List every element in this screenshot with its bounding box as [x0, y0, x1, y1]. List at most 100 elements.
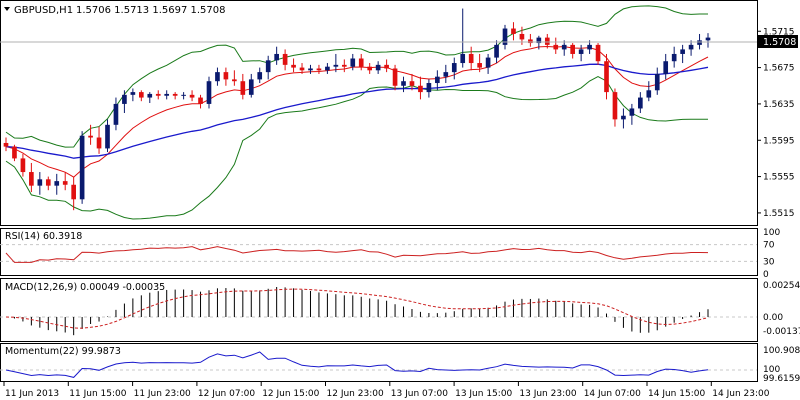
candle-body: [3, 142, 9, 147]
candle-body: [138, 92, 144, 98]
time-tick-label: 12 Jun 23:00: [327, 389, 384, 399]
rsi-tick-label: 100: [763, 228, 780, 238]
candle-body: [333, 64, 339, 67]
candle-body: [54, 181, 60, 186]
candle-body: [409, 81, 415, 86]
time-tick-label: 12 Jun 07:00: [198, 389, 255, 399]
price-tick-label: 1.5715: [763, 27, 795, 37]
candle-body: [511, 28, 516, 34]
ma-slow-line: [5, 63, 709, 159]
candle-body: [29, 172, 34, 186]
candle-body: [595, 44, 601, 62]
candle-body: [519, 33, 525, 40]
rsi-tick-label: 0: [763, 270, 769, 280]
candle-body: [291, 64, 296, 68]
candle-body: [274, 53, 279, 61]
rsi-axis: 100 70 30 0: [763, 228, 780, 280]
candle-body: [155, 93, 161, 96]
collapse-triangle-icon[interactable]: [4, 7, 10, 11]
candle-body: [612, 92, 618, 120]
candle-body: [206, 81, 212, 104]
candle-body: [147, 93, 153, 98]
candle-body: [122, 94, 127, 104]
candle-body: [248, 79, 254, 95]
macd-signal-line: [5, 288, 709, 329]
candle-body: [671, 53, 677, 62]
current-price-marker: [758, 35, 798, 48]
candle-body: [358, 58, 364, 67]
candle-body: [181, 94, 186, 96]
candle-body: [654, 73, 660, 91]
candle-body: [705, 37, 711, 41]
time-axis: 11 Jun 2013 11 Jun 15:00 11 Jun 23:00 12 Ju…: [3, 382, 770, 399]
time-tick-label: 11 Jun 15:00: [69, 389, 126, 399]
candle-body: [646, 90, 652, 98]
macd-tick-label: -0.00137: [763, 327, 800, 337]
time-tick-label: 11 Jun 2013: [5, 389, 59, 399]
candle-body: [88, 135, 93, 138]
chart-title: GBPUSD,H1: [14, 5, 73, 16]
candle-body: [341, 64, 347, 67]
rsi-line: [5, 246, 709, 263]
candle-body: [350, 58, 356, 67]
candle-body: [375, 64, 381, 71]
rsi-indicator: [0, 244, 757, 263]
rsi-tick-label: 30: [763, 257, 775, 267]
rsi-tick-label: 70: [763, 241, 775, 251]
candle-body: [384, 64, 389, 69]
candle-body: [113, 103, 119, 125]
candle-body: [105, 124, 110, 149]
candle-body: [697, 40, 702, 45]
candlestick-series: [3, 8, 711, 211]
candle-body: [232, 79, 237, 82]
candle-body: [392, 68, 398, 86]
time-tick-label: 14 Jun 07:00: [584, 389, 641, 399]
candle-body: [468, 53, 474, 64]
price-tick-label: 1.5515: [763, 209, 795, 219]
candle-body: [485, 57, 491, 68]
candle-body: [316, 68, 322, 71]
candle-body: [451, 63, 457, 73]
candle-body: [45, 179, 51, 186]
price-tick-label: 1.5555: [763, 173, 795, 183]
candle-body: [189, 94, 195, 98]
candle-body: [62, 181, 68, 185]
candle-body: [12, 146, 17, 159]
candle-body: [477, 63, 482, 68]
momentum-label: Momentum(22) 99.9873: [5, 346, 121, 357]
momentum-tick-label: 100.9082: [763, 346, 800, 356]
momentum-tick-label: 100: [763, 365, 780, 375]
candle-body: [367, 66, 373, 71]
time-tick-label: 13 Jun 07:00: [391, 389, 448, 399]
time-tick-label: 14 Jun 23:00: [712, 389, 769, 399]
price-tick-label: 1.5675: [763, 64, 795, 74]
candle-body: [308, 68, 313, 71]
candle-body: [130, 92, 136, 95]
candle-body: [544, 37, 550, 45]
candle-body: [561, 44, 567, 50]
candle-body: [553, 44, 559, 50]
candle-body: [325, 66, 330, 71]
candle-body: [688, 44, 694, 50]
ohlc-readout: 1.5706 1.5713 1.5697 1.5708: [76, 5, 226, 16]
candle-body: [164, 93, 170, 96]
time-tick-label: 12 Jun 15:00: [262, 389, 319, 399]
candle-body: [680, 49, 685, 54]
candle-body: [443, 72, 449, 77]
candle-body: [663, 61, 669, 74]
candle-body: [79, 135, 85, 200]
time-tick-label: 11 Jun 23:00: [134, 389, 191, 399]
time-tick-label: 14 Jun 15:00: [648, 389, 705, 399]
candle-body: [223, 72, 229, 80]
time-tick-label: 13 Jun 23:00: [519, 389, 576, 399]
candle-body: [20, 158, 26, 173]
macd-axis: 0.00254 0.00 -0.00137: [763, 281, 800, 337]
macd-panel-frame: [0, 278, 758, 342]
candle-body: [282, 53, 288, 65]
price-tick-label: 1.5595: [763, 136, 795, 146]
bollinger-lower-line: [5, 76, 708, 220]
macd-tick-label: 0.00254: [763, 281, 800, 291]
candle-body: [71, 184, 76, 200]
